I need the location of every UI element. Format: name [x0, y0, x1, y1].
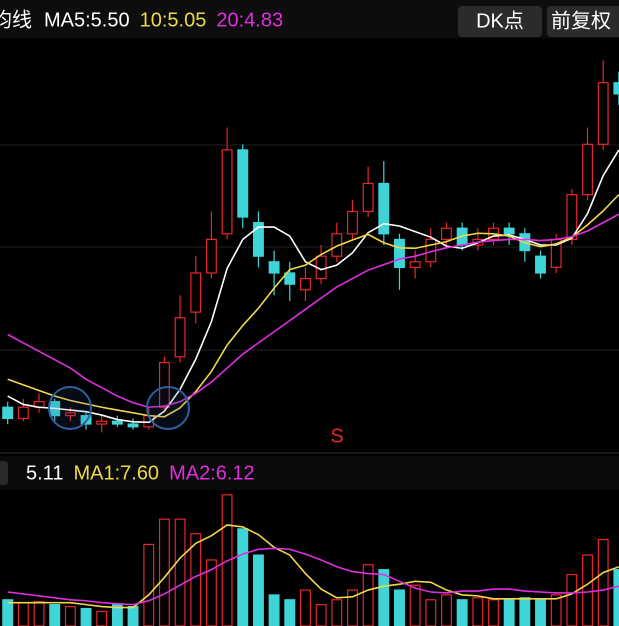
volume-bar [205, 559, 217, 626]
ma-line [7, 194, 619, 418]
candle-body [237, 149, 249, 218]
candle-body [96, 420, 108, 425]
candle-body [409, 261, 421, 268]
volume-bar [174, 518, 186, 626]
volume-bar [17, 602, 29, 626]
volume-bar [441, 594, 452, 626]
volume-bar [456, 599, 468, 626]
volume-bar [64, 605, 76, 626]
volume-selector[interactable] [0, 461, 8, 485]
candle-body [299, 277, 311, 291]
ma-legend: MA5:5.50 [44, 9, 130, 31]
sell-annotation: S [330, 425, 343, 447]
candle-body [284, 272, 296, 285]
header-legend: 均线 MA5:5.50 10:5.05 20:4.83 [0, 8, 283, 31]
candle-body [158, 361, 170, 408]
volume-bar [299, 589, 311, 626]
candle-body [597, 82, 609, 145]
plot [2, 60, 619, 626]
candle-body [378, 182, 390, 235]
volume-bar [519, 597, 531, 626]
volume-bar [143, 543, 155, 626]
candle-body [80, 415, 92, 425]
ma-line [7, 547, 619, 606]
volume-bar [472, 597, 484, 626]
volume-bar [613, 569, 619, 626]
candle-body [362, 182, 374, 213]
volume-bar [80, 607, 92, 626]
ma-line [7, 149, 619, 424]
candle-body [582, 143, 593, 196]
volume-bar [111, 604, 123, 626]
candle-body [17, 406, 29, 420]
adjust-button[interactable] [547, 6, 619, 37]
volume-bar [268, 594, 280, 626]
candle-body [347, 210, 358, 235]
volume-bar [409, 584, 421, 626]
volume-bar [315, 604, 327, 626]
signal-marker[interactable] [146, 386, 190, 430]
candle-body [613, 82, 619, 95]
volume-bar [488, 599, 499, 626]
candle-body [174, 317, 186, 358]
candle-body [441, 227, 452, 241]
volume-legend: MA1:7.60 [73, 462, 159, 484]
signal-marker[interactable] [48, 386, 92, 430]
ma-legend: 20:4.83 [216, 9, 283, 31]
volume-bar [378, 569, 390, 626]
ma-legend: 10:5.05 [140, 9, 207, 31]
volume-bar [535, 599, 546, 626]
volume-bar [566, 573, 578, 626]
candle-body [566, 194, 578, 241]
candle-body [503, 227, 515, 235]
volume-bar [331, 599, 343, 626]
volume-bar [394, 589, 405, 626]
dk-button[interactable] [458, 6, 542, 37]
volume-bar [425, 599, 437, 626]
volume-bar [252, 554, 264, 626]
candle-body [64, 412, 76, 417]
candle-body [394, 238, 405, 268]
candle-body [252, 222, 264, 257]
volume-bar [237, 528, 249, 626]
volume-bar [96, 610, 108, 626]
volume-bar [49, 604, 61, 626]
candle-body [205, 238, 217, 274]
candle-body [190, 272, 202, 313]
volume-bar [284, 599, 296, 626]
adjust-button-label[interactable]: 前复权 [551, 9, 611, 32]
ma-line [7, 524, 619, 609]
volume-bar [127, 605, 139, 626]
candle-body [268, 261, 280, 274]
volume-bar [33, 601, 45, 626]
volume-bar [597, 538, 609, 626]
candle-body [535, 255, 546, 274]
volume-bar [582, 554, 593, 626]
ma-line [7, 213, 619, 409]
volume-bar [503, 599, 515, 626]
candle-body [127, 423, 139, 428]
candle-body [221, 149, 233, 235]
candle-body [2, 406, 14, 420]
volume-bar [2, 599, 14, 626]
indicator-label[interactable]: 均线 [0, 8, 32, 31]
candle-body [111, 420, 123, 425]
volume-bar [550, 594, 562, 626]
volume-legend: MA2:6.12 [169, 462, 255, 484]
volume-legend: 5.11 [26, 462, 63, 484]
dk-button-label[interactable]: DK点 [476, 9, 524, 32]
volume-header-bar [0, 456, 619, 490]
